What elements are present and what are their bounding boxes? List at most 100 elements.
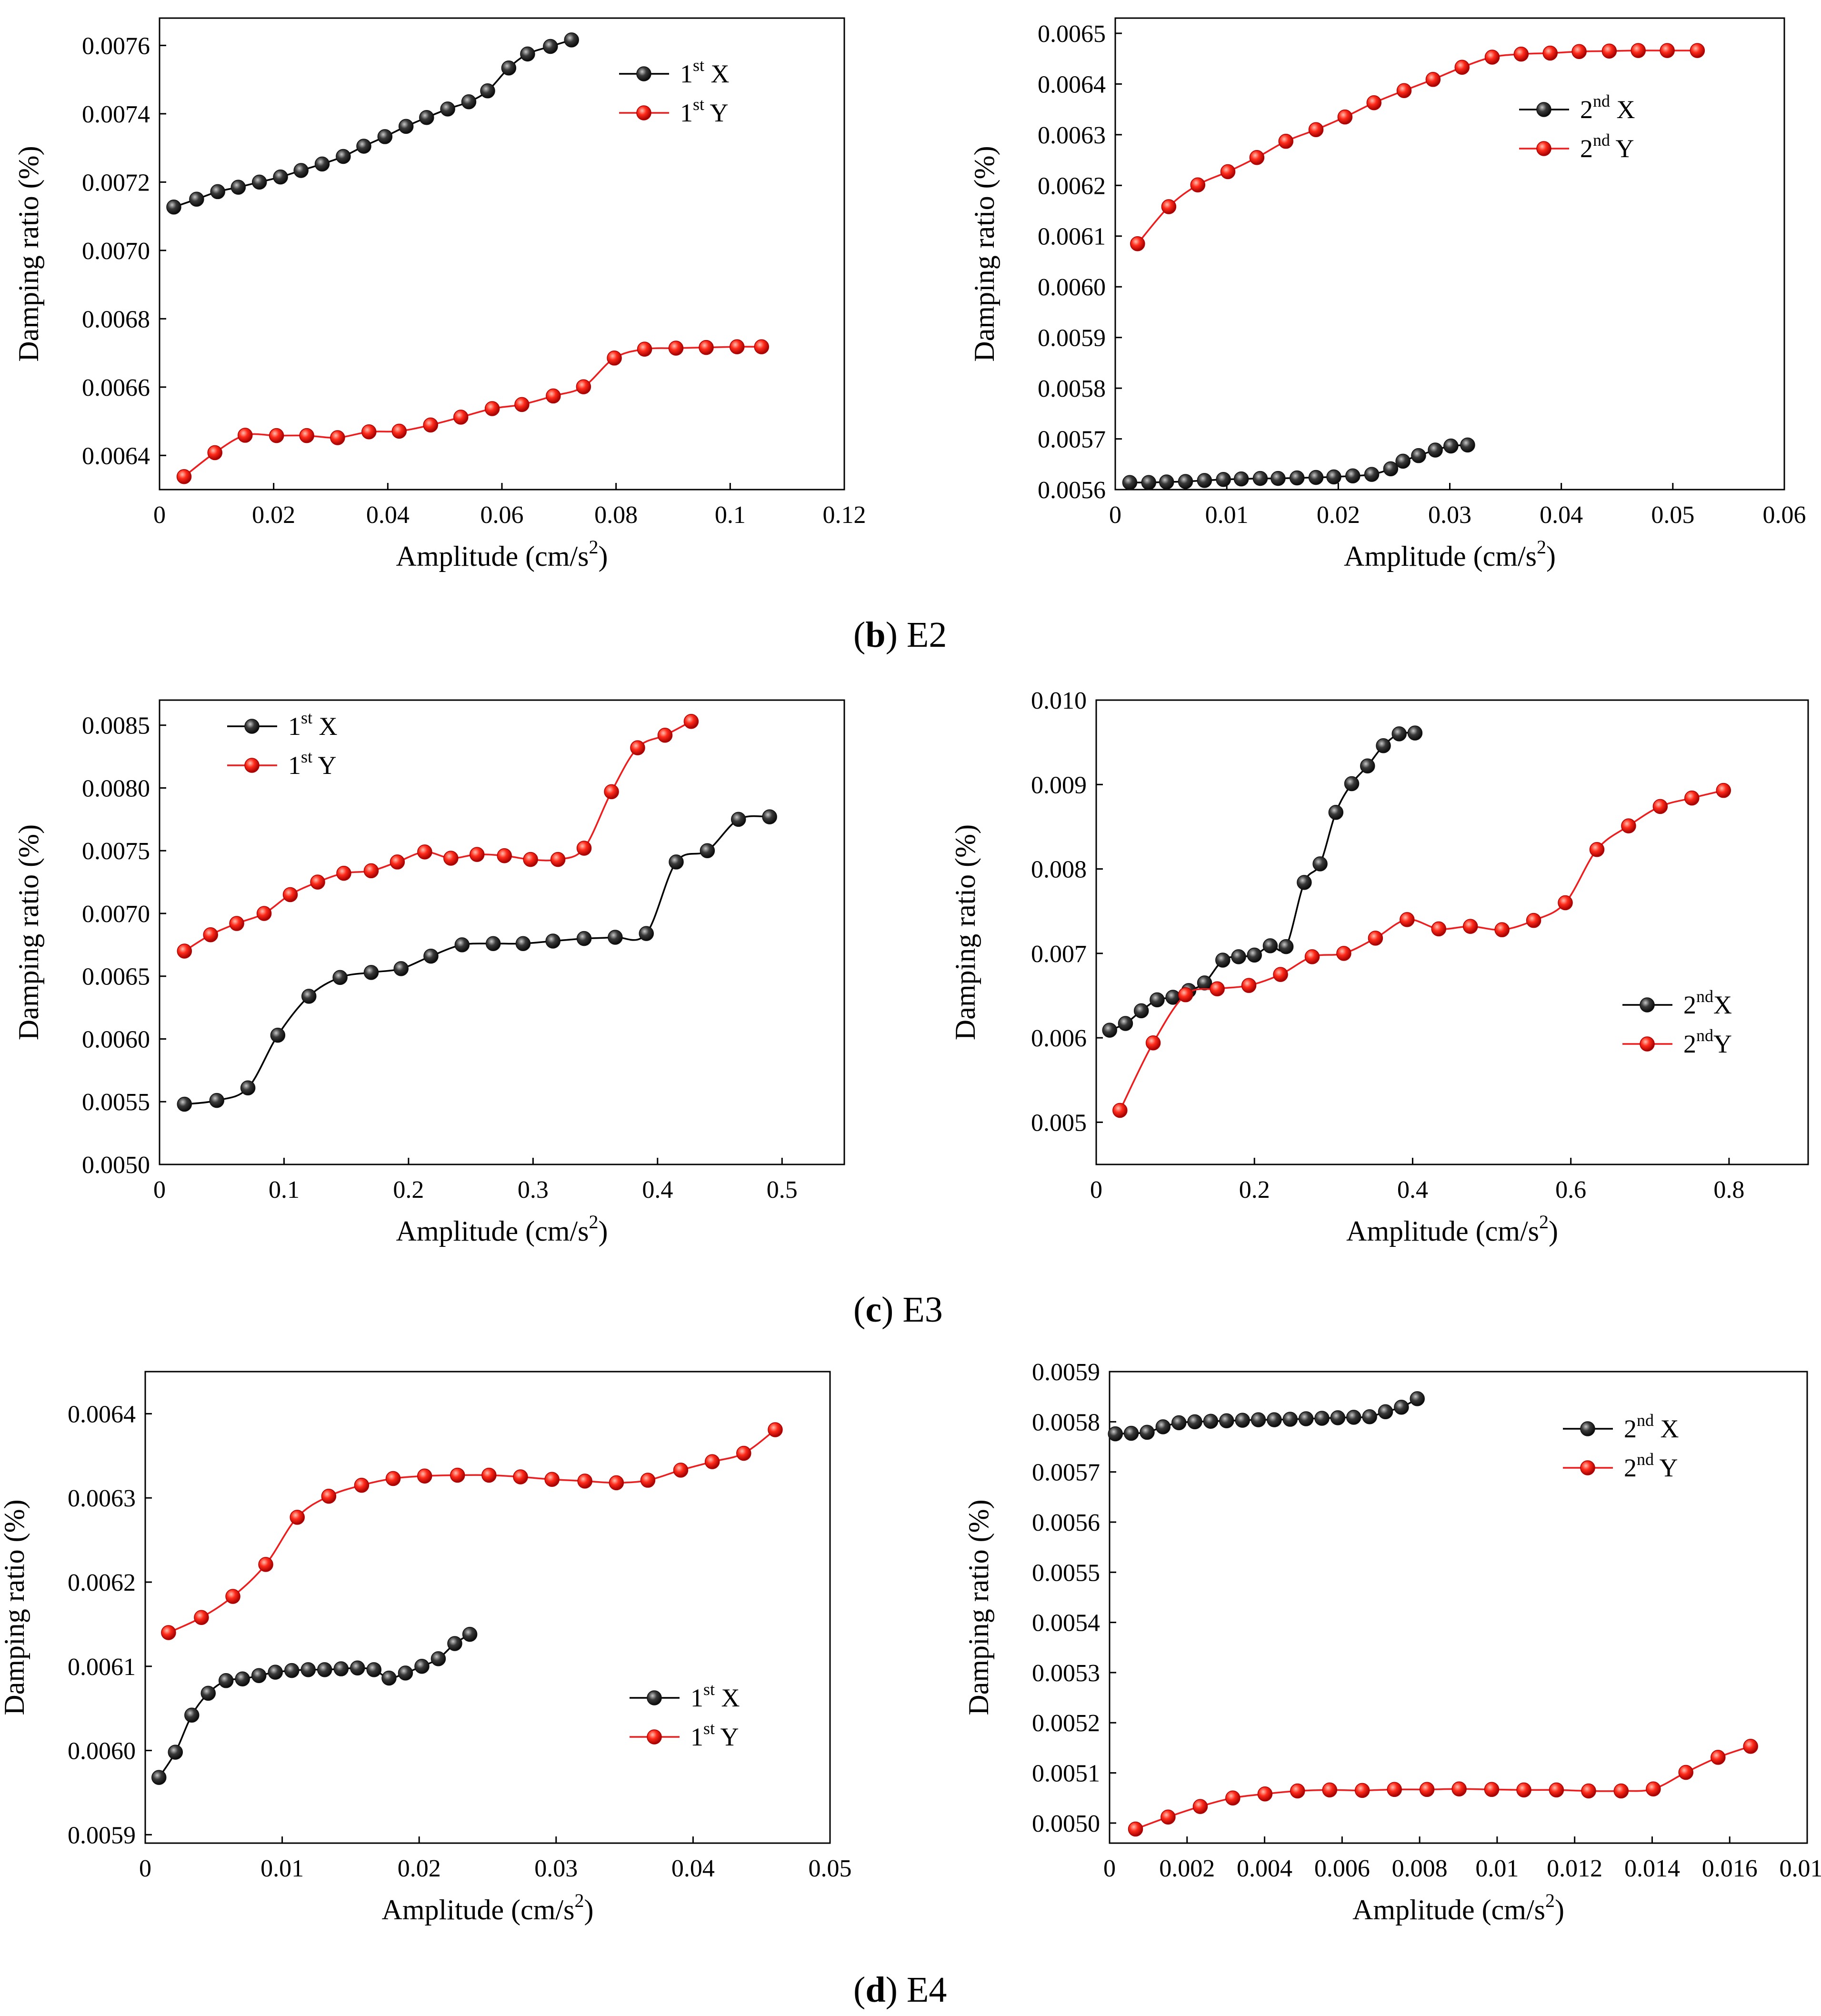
data-point-y — [256, 906, 272, 921]
data-point-x — [268, 1665, 283, 1680]
data-point-x — [639, 926, 654, 941]
data-point-y — [258, 1557, 273, 1572]
data-point-x — [731, 812, 746, 827]
data-point-x — [1308, 470, 1324, 485]
data-point-y — [1484, 1782, 1500, 1797]
data-point-y — [1454, 60, 1470, 75]
data-point-y — [1431, 921, 1447, 937]
y-tick-label: 0.0056 — [1032, 1509, 1100, 1536]
data-point-x — [398, 119, 414, 134]
y-tick-label: 0.0059 — [1038, 325, 1106, 352]
y-tick-label: 0.0060 — [82, 1026, 150, 1053]
data-point-y — [1516, 1782, 1531, 1798]
data-point-x — [1171, 1415, 1187, 1431]
x-axis-label: Amplitude (cm/s2) — [1352, 1890, 1564, 1926]
data-point-x — [1407, 725, 1423, 741]
x-tick-label: 0.01 — [260, 1855, 304, 1882]
y-tick-label: 0.0064 — [68, 1401, 136, 1428]
plot-frame — [144, 1371, 831, 1844]
data-point-x — [251, 1668, 267, 1683]
data-point-x — [218, 1673, 234, 1688]
x-tick-label: 0.4 — [642, 1176, 673, 1204]
data-point-x — [1122, 475, 1138, 490]
data-point-y — [1304, 949, 1320, 964]
data-point-y — [229, 916, 244, 931]
data-point-x — [1282, 1412, 1298, 1427]
data-point-x — [1314, 1411, 1330, 1426]
data-point-y — [1387, 1782, 1402, 1797]
data-point-x — [1328, 805, 1344, 820]
y-tick-label: 0.0061 — [1038, 223, 1106, 251]
y-axis-label: Damping ratio (%) — [0, 1499, 30, 1715]
data-point-y — [443, 851, 459, 866]
y-axis-label: Damping ratio (%) — [13, 146, 44, 361]
data-point-y — [1322, 1782, 1338, 1798]
data-point-y — [1621, 818, 1636, 833]
x-tick-label: 0 — [1109, 501, 1121, 529]
legend-marker-x — [1536, 102, 1551, 117]
data-point-x — [1215, 953, 1231, 968]
caption-d: (d) E4 — [853, 1970, 947, 2010]
data-point-x — [273, 169, 288, 185]
data-point-y — [238, 428, 253, 443]
x-tick-label: 0.03 — [534, 1855, 578, 1882]
data-point-x — [1267, 1412, 1282, 1427]
legend-label-x: 2nd X — [1624, 1411, 1679, 1443]
x-tick-label: 0.02 — [252, 501, 295, 529]
data-point-y — [1419, 1782, 1435, 1797]
data-point-x — [184, 1707, 200, 1723]
data-point-y — [1400, 912, 1415, 927]
data-point-y — [1494, 922, 1510, 937]
data-point-x — [515, 936, 531, 951]
y-tick-label: 0.0050 — [82, 1152, 150, 1179]
legend-label-x: 1st X — [680, 56, 730, 88]
y-tick-label: 0.0070 — [82, 901, 150, 928]
data-point-y — [1220, 164, 1236, 180]
y-tick-label: 0.0060 — [68, 1738, 136, 1765]
data-point-x — [284, 1663, 300, 1678]
data-point-x — [1326, 469, 1341, 485]
data-point-y — [310, 874, 325, 890]
data-point-y — [1368, 931, 1383, 946]
data-point-y — [321, 1488, 337, 1504]
data-point-x — [189, 191, 204, 207]
data-point-x — [1344, 776, 1360, 792]
data-point-x — [366, 1662, 382, 1677]
data-point-y — [417, 844, 432, 860]
series-line-x — [1109, 732, 1415, 1031]
x-tick-label: 0 — [153, 501, 166, 529]
y-tick-label: 0.006 — [1031, 1025, 1087, 1052]
series-line-x — [158, 1634, 470, 1778]
data-point-y — [668, 341, 684, 356]
x-tick-label: 0.5 — [767, 1176, 798, 1204]
data-point-x — [300, 1662, 316, 1677]
caption-c: (c) E3 — [853, 1290, 943, 1330]
data-point-y — [1128, 1821, 1143, 1837]
x-tick-label: 0.1 — [715, 501, 746, 529]
data-point-x — [608, 930, 623, 945]
legend-marker-x — [1580, 1421, 1595, 1436]
y-tick-label: 0.0070 — [82, 238, 150, 265]
x-tick-label: 0.02 — [1317, 501, 1360, 529]
legend-marker-y — [1640, 1036, 1655, 1052]
data-point-y — [1526, 913, 1541, 928]
x-tick-label: 0.2 — [1239, 1176, 1270, 1204]
data-point-x — [363, 965, 379, 980]
data-point-y — [673, 1463, 689, 1478]
data-point-y — [385, 1471, 401, 1486]
data-point-x — [447, 1636, 462, 1651]
data-point-y — [630, 740, 645, 755]
data-point-x — [762, 809, 777, 824]
legend-marker-x — [647, 1690, 662, 1705]
data-point-x — [1197, 975, 1212, 991]
y-axis-label: Damping ratio (%) — [13, 824, 44, 1040]
data-point-x — [430, 1651, 446, 1666]
x-axis-label: Amplitude (cm/s2) — [1344, 536, 1556, 572]
data-point-x — [1410, 1391, 1425, 1406]
data-point-x — [1203, 1414, 1219, 1429]
y-tick-label: 0.010 — [1031, 687, 1087, 714]
plot-frame — [1109, 1371, 1808, 1844]
data-point-x — [377, 129, 393, 144]
y-tick-label: 0.0072 — [82, 169, 150, 196]
